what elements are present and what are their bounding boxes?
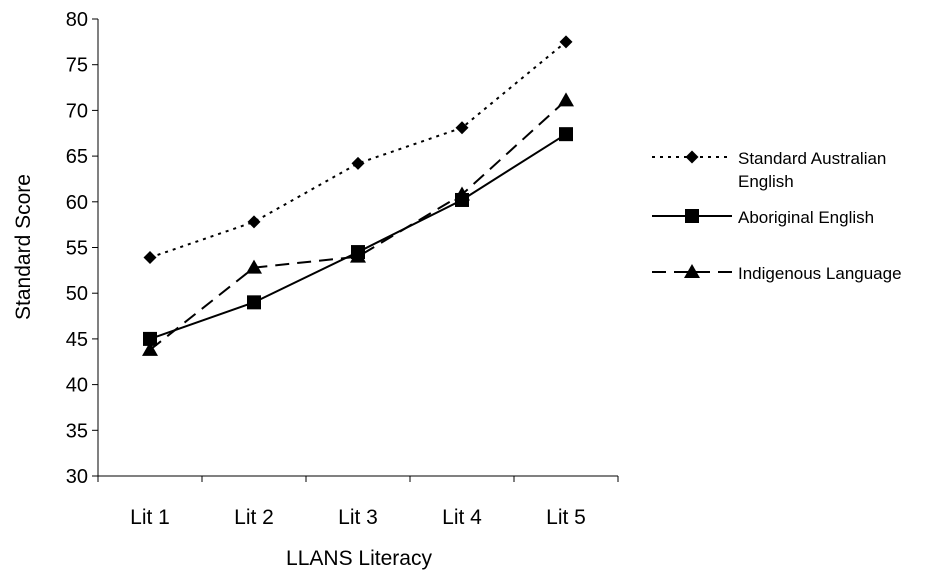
legend-label: Indigenous Language: [738, 264, 902, 283]
data-point-diamond: [247, 215, 261, 229]
legend-label: Standard Australian: [738, 149, 886, 168]
y-tick-label: 35: [66, 420, 88, 442]
y-tick-label: 60: [66, 192, 88, 214]
y-tick-label: 75: [66, 55, 88, 77]
x-tick-label: Lit 5: [546, 506, 586, 529]
legend-label: English: [738, 172, 794, 191]
y-tick-label: 55: [66, 238, 88, 260]
y-tick-label: 45: [66, 329, 88, 351]
series-line: [149, 99, 567, 351]
series-standard-australian-english: [143, 35, 573, 265]
data-point-diamond: [143, 251, 157, 265]
data-point-square: [559, 127, 573, 142]
legend-marker-diamond: [685, 150, 699, 164]
legend: Standard Australian English Aboriginal Eng…: [652, 149, 902, 283]
series-indigenous-language: [142, 92, 574, 356]
axes: 30 35 40 45 50 55 60 65 70 75 80 Lit 1 Lit 2 Lit 3 Lit…: [66, 9, 619, 529]
y-tick-label: 30: [66, 466, 88, 488]
y-tick-label: 50: [66, 283, 88, 305]
data-point-triangle: [142, 341, 158, 356]
data-point-triangle: [558, 92, 574, 107]
series-layer: [142, 35, 574, 356]
data-point-triangle: [350, 248, 366, 263]
data-point-triangle: [454, 186, 470, 201]
x-tick-label: Lit 2: [234, 506, 274, 529]
legend-label: Aboriginal English: [738, 208, 874, 227]
data-point-diamond: [455, 121, 469, 135]
data-point-diamond: [559, 35, 573, 49]
data-point-square: [247, 295, 261, 310]
data-point-triangle: [246, 259, 262, 274]
y-tick-label: 65: [66, 146, 88, 168]
x-tick-label: Lit 1: [130, 506, 170, 529]
x-tick-label: Lit 4: [442, 506, 482, 529]
x-axis-title: LLANS Literacy: [286, 547, 432, 570]
y-tick-label: 40: [66, 375, 88, 397]
series-line: [149, 41, 567, 259]
y-axis-title: Standard Score: [12, 174, 35, 320]
y-tick-label: 70: [66, 100, 88, 122]
legend-item: Aboriginal English: [652, 208, 874, 227]
legend-item: Indigenous Language: [652, 264, 902, 283]
x-tick-label: Lit 3: [338, 506, 378, 529]
y-tick-label: 80: [66, 9, 88, 31]
legend-item: Standard Australian English: [652, 149, 886, 191]
data-point-diamond: [351, 156, 365, 170]
legend-marker-triangle: [684, 264, 700, 278]
data-point-square: [143, 331, 157, 346]
legend-marker-square: [685, 209, 699, 223]
